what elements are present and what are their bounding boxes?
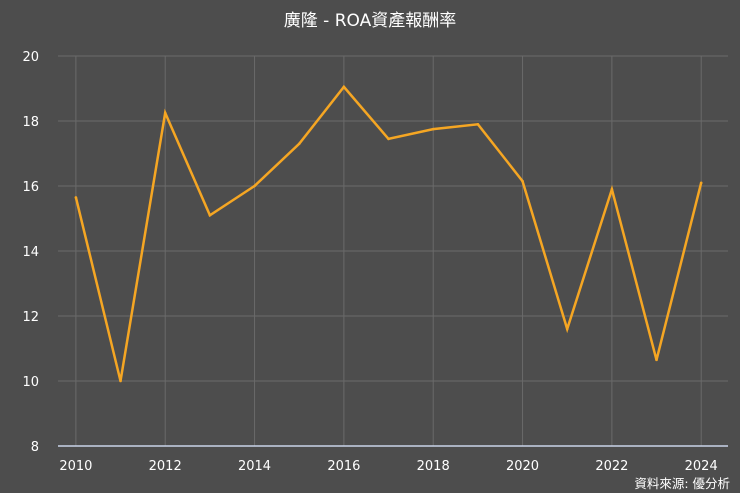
data-point-2015 [297,142,301,146]
data-point-2024 [699,181,703,185]
x-tick-label-2018: 2018 [417,459,450,474]
x-axis-tick-labels: 2010 2012 2014 2016 2018 2020 2022 2024 [59,459,717,474]
y-tick-label-18: 18 [22,115,39,130]
horizontal-gridlines [58,55,728,382]
data-point-2019 [476,122,480,126]
x-tick-label-2020: 2020 [506,459,539,474]
x-tick-label-2016: 2016 [327,459,360,474]
x-tick-label-2022: 2022 [595,459,628,474]
y-axis-tick-labels: 8 10 12 14 16 18 20 [22,50,39,455]
x-tick-label-2024: 2024 [685,459,718,474]
y-tick-label-16: 16 [22,180,39,195]
y-tick-label-12: 12 [22,310,39,325]
data-point-2013 [208,213,212,217]
data-point-2021 [565,327,569,331]
y-tick-label-8: 8 [31,440,39,455]
data-point-2011 [119,379,122,383]
data-point-2017 [387,137,390,141]
data-point-2016 [342,85,346,89]
data-point-2018 [431,127,435,131]
data-point-2010 [74,196,78,199]
x-tick-label-2010: 2010 [59,459,92,474]
x-tick-label-2012: 2012 [149,459,182,474]
x-tick-label-2014: 2014 [238,459,271,474]
data-point-2022 [610,187,614,191]
data-point-2012 [163,111,167,115]
y-tick-label-20: 20 [22,50,39,65]
y-tick-label-14: 14 [22,245,39,260]
data-point-2020 [521,179,524,183]
data-point-2014 [253,184,256,188]
source-note: 資料來源: 優分析 [634,476,730,491]
series-group [74,84,703,383]
y-tick-label-10: 10 [22,375,39,390]
chart-title: 廣隆 - ROA資產報酬率 [284,11,456,31]
data-point-2023 [655,358,658,362]
